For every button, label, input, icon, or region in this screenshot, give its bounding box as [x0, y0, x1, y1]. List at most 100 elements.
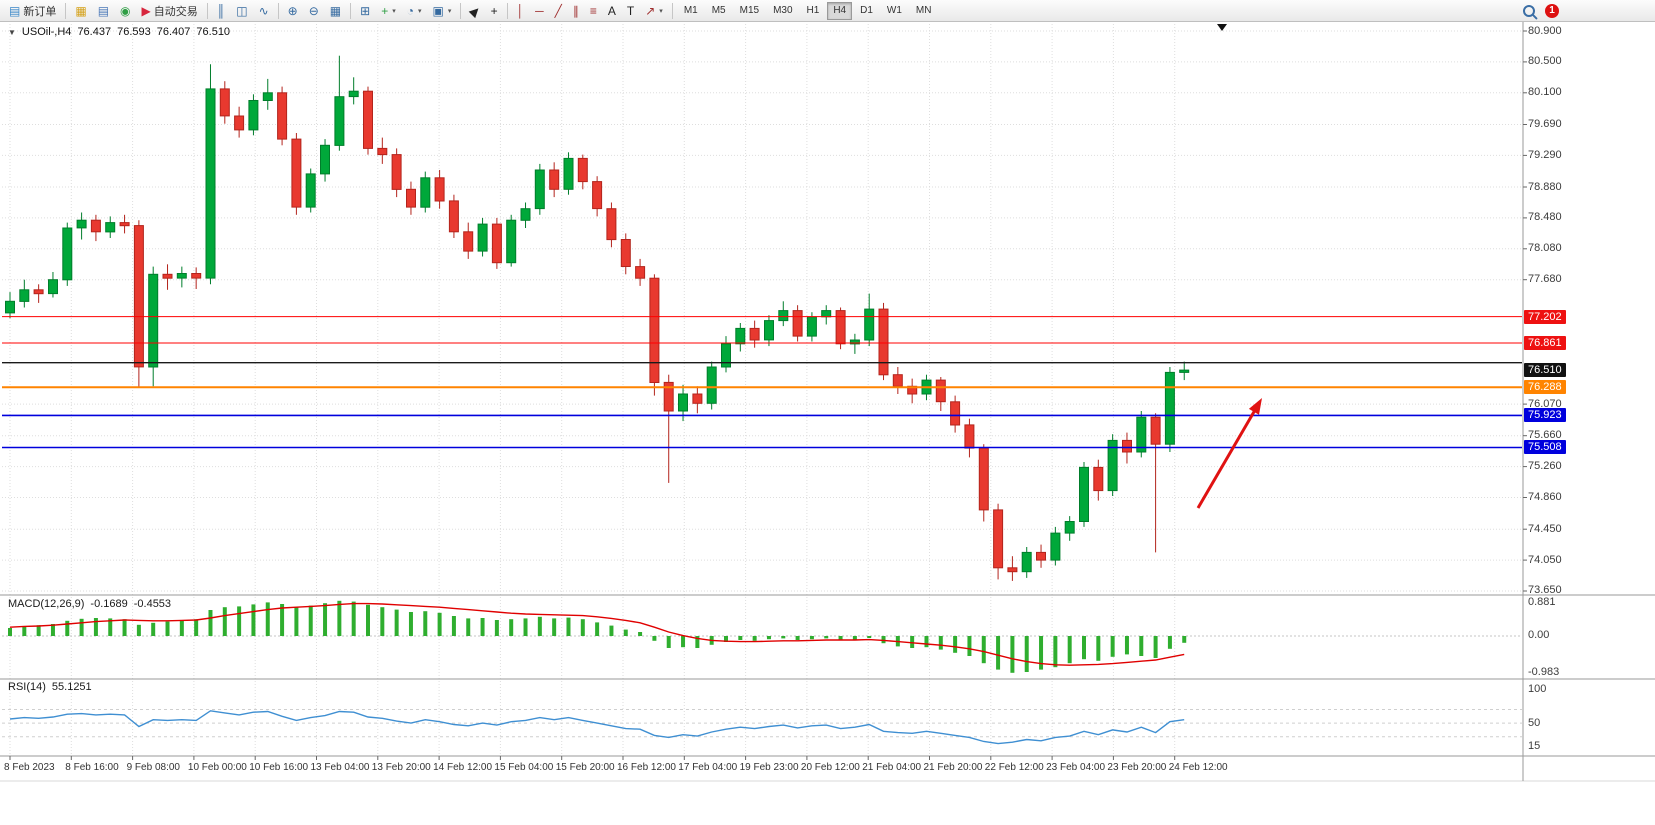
timeframe-button-h1[interactable]: H1 [806, 5, 820, 16]
time-axis-label: 13 Feb 20:00 [371, 762, 431, 773]
autotrade-glyph-icon: ▶ [141, 3, 151, 18]
price-axis-label: 80.100 [1528, 86, 1562, 99]
crosshair-icon[interactable]: + [486, 1, 503, 21]
horizontal-line-icon[interactable]: ─ [530, 1, 549, 21]
macd-axis-zero: 0.00 [1528, 629, 1550, 641]
vertical-line-icon-glyph-icon: │ [516, 3, 525, 18]
price-tag-75.923: 75.923 [1524, 408, 1566, 423]
trendline-icon[interactable]: ╱ [550, 1, 567, 21]
price-axis-label: 74.860 [1528, 491, 1562, 504]
price-axis-label: 75.260 [1528, 460, 1562, 473]
time-axis-label: 9 Feb 08:00 [126, 762, 180, 773]
print-icon[interactable]: ▤ [93, 1, 114, 21]
price-tag-76.288: 76.288 [1524, 380, 1566, 395]
rsi-indicator [2, 709, 1522, 745]
text-icon-glyph-icon: A [607, 3, 616, 18]
periods-icon-glyph-icon: ◔ [406, 3, 414, 18]
timeframe-button-m30[interactable]: M30 [773, 5, 793, 16]
macd-axis-max: 0.881 [1528, 596, 1556, 608]
rsi-curve [9, 710, 1185, 745]
time-axis-label: 21 Feb 04:00 [862, 762, 922, 773]
time-axis-label: 23 Feb 04:00 [1046, 762, 1106, 773]
toolbar-separator [65, 2, 67, 19]
timeframe-button-d1[interactable]: D1 [860, 5, 873, 16]
rsi-axis-min: 15 [1528, 740, 1541, 752]
macd-label: MACD(12,26,9) -0.1689 -0.4553 [8, 598, 171, 610]
time-axis-label: 17 Feb 04:00 [678, 762, 738, 773]
community-icon[interactable]: ◉ [115, 1, 135, 21]
chart-shift-marker-icon [1217, 24, 1227, 31]
indicators-icon[interactable]: + ▾ [376, 1, 401, 21]
arrows-icon[interactable]: ↗ ▾ [640, 1, 668, 21]
timeframe-button-w1[interactable]: W1 [886, 5, 902, 16]
search-icon[interactable] [1523, 4, 1535, 17]
vertical-line-icon[interactable]: │ [512, 1, 530, 21]
time-axis-label: 16 Feb 12:00 [617, 762, 676, 773]
indicators-icon-dropdown-icon[interactable]: ▾ [392, 7, 396, 15]
new-order-button-label: 新订单 [23, 5, 57, 18]
time-axis-label: 15 Feb 20:00 [555, 762, 615, 773]
panel-separators [0, 22, 1655, 782]
text-label-icon[interactable]: T [622, 1, 639, 21]
toolbar-separator [206, 2, 208, 19]
notification-badge[interactable]: 1 [1545, 3, 1559, 18]
time-axis-label: 19 Feb 23:00 [739, 762, 799, 773]
time-axis-label: 14 Feb 12:00 [433, 762, 493, 773]
new-order-button[interactable]: ▤ 新订单 [4, 1, 61, 21]
trend-arrow[interactable] [1196, 398, 1262, 509]
charts-window-icon-glyph-icon: ▦ [75, 3, 87, 18]
zoom-out-icon[interactable]: ⊖ [304, 1, 324, 21]
text-label-icon-glyph-icon: T [626, 3, 635, 18]
price-tag-77.202: 77.202 [1524, 309, 1566, 324]
charts-window-icon[interactable]: ▦ [70, 1, 91, 21]
timeframe-button-m1[interactable]: M1 [683, 5, 698, 16]
one-click-trading-toggle-icon[interactable]: ▼ [8, 27, 16, 37]
toolbar-separator [277, 2, 279, 19]
tile-windows-icon[interactable]: ⊞ [355, 1, 375, 21]
zoom-in-icon[interactable]: ⊕ [283, 1, 303, 21]
price-axis-label: 75.660 [1528, 429, 1562, 442]
bar-chart-icon[interactable]: ║ [212, 1, 231, 21]
templates-icon-dropdown-icon[interactable]: ▾ [447, 7, 452, 15]
templates-icon[interactable]: ▣ ▾ [428, 1, 457, 21]
grid-icon[interactable]: ▦ [325, 1, 346, 21]
fibonacci-icon[interactable]: ≡ [585, 1, 602, 21]
line-chart-icon-glyph-icon: ∿ [258, 3, 269, 18]
arrows-icon-glyph-icon: ↗ [645, 3, 656, 18]
time-axis-label: 21 Feb 20:00 [923, 762, 983, 773]
time-axis-label: 22 Feb 12:00 [984, 762, 1044, 773]
macd-histogram [2, 600, 1522, 673]
chart-header: ▼ USOil-,H4 76.437 76.593 76.407 76.510 [8, 26, 230, 38]
price-tag-76.861: 76.861 [1524, 335, 1566, 350]
time-axis-label: 10 Feb 00:00 [187, 762, 247, 773]
horizontal-level-lines [2, 316, 1522, 449]
rsi-name: RSI(14) [8, 681, 46, 693]
templates-icon-glyph-icon: ▣ [432, 3, 444, 18]
text-icon[interactable]: A [603, 1, 621, 21]
periods-icon-dropdown-icon[interactable]: ▾ [417, 7, 422, 15]
autotrade-button[interactable]: ▶ 自动交易 [137, 1, 203, 21]
ohlc-open: 76.437 [77, 26, 112, 38]
price-axis-label: 76.070 [1528, 397, 1562, 410]
ohlc-high: 76.593 [117, 26, 151, 38]
equidistant-channel-icon[interactable]: ∥ [568, 1, 584, 21]
timeframe-button-mn[interactable]: MN [915, 5, 932, 16]
line-chart-icon[interactable]: ∿ [254, 1, 274, 21]
timeframe-group: M1 M5 M15 M30 H1 H4 D1 W1 MN [677, 1, 939, 20]
fibonacci-icon-glyph-icon: ≡ [589, 3, 597, 18]
timeframe-button-m5[interactable]: M5 [711, 5, 726, 16]
price-axis-label: 78.080 [1528, 242, 1562, 255]
price-tag-76.510: 76.510 [1524, 363, 1566, 378]
periods-icon[interactable]: ◔ ▾ [402, 1, 427, 21]
crosshair-icon-glyph-icon: + [490, 3, 498, 18]
timeframe-button-h4[interactable]: H4 [827, 1, 853, 20]
toolbar-right: 1 [1523, 3, 1559, 18]
toolbar-separator [460, 2, 462, 19]
toolbar-groups: ▤ 新订单 ▦ ▤ ◉ ▶ 自动交易 ║ ◫ ∿ ⊕ ⊖ ▦ ⊞ + ▾ ◔ ▾ ▣ ▾ ▶ + │ ─ ╱ ∥ ≡ A T ↗ ▾ [4, 1, 668, 21]
timeframe-button-m15[interactable]: M15 [739, 5, 760, 16]
tile-windows-icon-glyph-icon: ⊞ [360, 3, 371, 18]
candlestick-icon[interactable]: ◫ [231, 1, 252, 21]
new-order-glyph-icon: ▤ [9, 3, 21, 18]
arrows-icon-dropdown-icon[interactable]: ▾ [659, 7, 663, 15]
